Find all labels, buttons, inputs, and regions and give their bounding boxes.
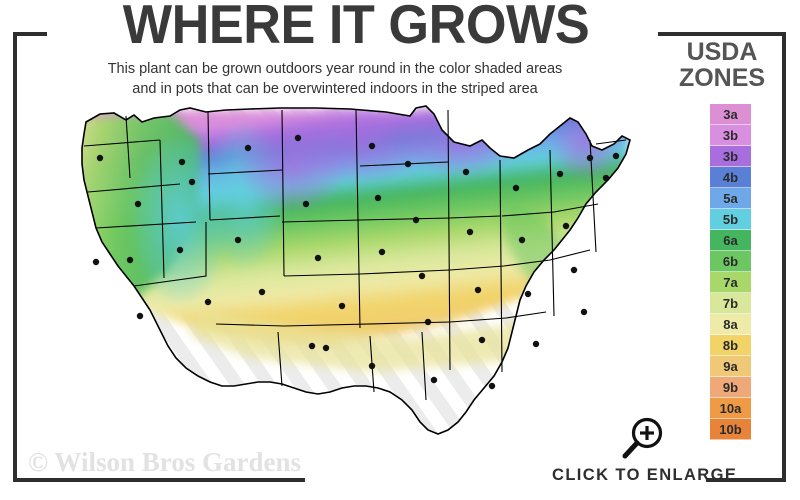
frame-segment-top-left — [13, 32, 47, 36]
legend-swatch-3b-1[interactable]: 3b — [710, 125, 751, 146]
frame-segment-left — [13, 32, 17, 482]
click-to-enlarge-label[interactable]: CLICK TO ENLARGE — [552, 466, 738, 484]
map-svg — [81, 105, 631, 435]
legend-swatch-8a-10[interactable]: 8a — [710, 314, 751, 335]
legend-swatch-8b-11[interactable]: 8b — [710, 335, 751, 356]
zone-accent-northern-new-england — [552, 110, 620, 178]
legend-heading-line-2: ZONES — [678, 63, 766, 92]
magnifier-plus-svg — [622, 417, 663, 459]
zone-accent-dakotas — [290, 106, 430, 180]
frame-segment-bottom-left — [13, 478, 305, 482]
city-dots — [92, 134, 620, 390]
magnifier-plus-icon[interactable] — [620, 415, 666, 461]
legend-swatch-6b-7[interactable]: 6b — [710, 251, 751, 272]
legend-heading: USDA ZONES — [662, 38, 782, 92]
frame-segment-bottom-right — [706, 478, 786, 482]
hardiness-zone-map[interactable] — [30, 100, 650, 460]
legend-swatch-9b-13[interactable]: 9b — [710, 377, 751, 398]
subtitle-line-2: and in pots that can be overwintered ind… — [132, 80, 538, 97]
legend-swatch-3b-2[interactable]: 3b — [710, 146, 751, 167]
subtitle-line-1: This plant can be grown outdoors year ro… — [107, 61, 563, 77]
map-zone-fill-layer — [82, 106, 630, 434]
legend-swatch-7b-9[interactable]: 7b — [710, 293, 751, 314]
zone-accent-rockies — [134, 138, 226, 302]
page-title: WHERE IT GROWS — [122, 0, 590, 55]
legend-swatch-10b-15[interactable]: 10b — [710, 419, 751, 440]
legend-swatch-6a-6[interactable]: 6a — [710, 230, 751, 251]
country-outline — [81, 105, 631, 435]
legend-swatch-5b-5[interactable]: 5b — [710, 209, 751, 230]
legend-swatch-3a-0[interactable]: 3a — [710, 104, 751, 125]
legend-swatch-9a-12[interactable]: 9a — [710, 356, 751, 377]
legend-swatch-7a-8[interactable]: 7a — [710, 272, 751, 293]
legend-swatch-10a-14[interactable]: 10a — [710, 398, 751, 419]
legend-swatch-5a-4[interactable]: 5a — [710, 188, 751, 209]
zone-accent-upper-midwest — [404, 106, 516, 174]
subtitle-text: This plant can be grown outdoors year ro… — [35, 60, 635, 99]
watermark-text: © Wilson Bros Gardens — [28, 447, 301, 477]
frame-segment-top-right — [658, 32, 786, 36]
legend-zone-swatch-list: 3a 3b 3b 4b 5a 5b 6a 6b 7a 7b 8a 8b 9a 9b 10a 10b — [710, 104, 751, 440]
legend-swatch-4b-3[interactable]: 4b — [710, 167, 751, 188]
frame-segment-right — [782, 32, 786, 482]
legend-heading-line-1: USDA — [686, 38, 758, 66]
